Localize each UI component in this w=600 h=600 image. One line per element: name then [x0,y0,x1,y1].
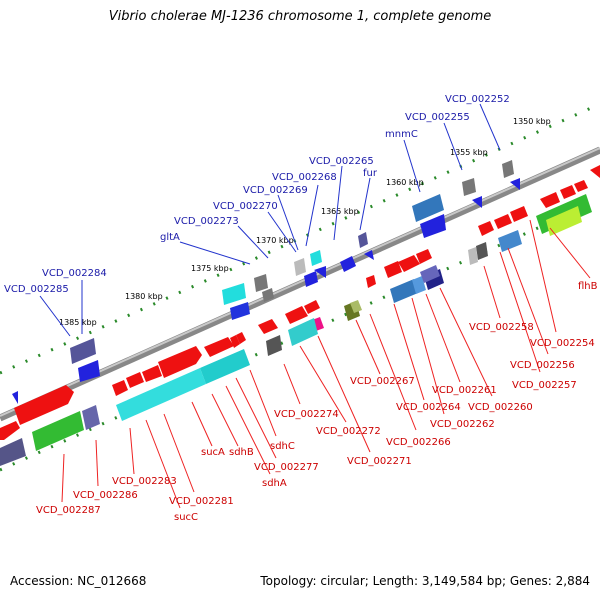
gene-label-sdhb: sdhB [229,447,254,458]
gene-label-vcd-002257: VCD_002257 [512,380,577,391]
gene-label-vcd-002277: VCD_002277 [254,462,319,473]
gene-label-sdha: sdhA [262,478,287,489]
outer-features [12,160,520,404]
gene-label-vcd-002274: VCD_002274 [274,409,339,420]
gene-label-vcd-002252: VCD_002252 [445,94,510,105]
gene-label-fur: fur [363,168,378,179]
backbone-highlight [0,147,600,417]
gene-label-vcd-002261: VCD_002261 [432,385,497,396]
gene-label-vcd-002285: VCD_002285 [4,284,69,295]
gene-label-suca: sucA [201,447,225,458]
gene-label-vcd-002269: VCD_002269 [243,185,308,196]
tick-label: 1350 kbp [513,117,551,126]
gene-label-vcd-002287: VCD_002287 [36,505,101,516]
map-title: Vibrio cholerae MJ-1236 chromosome 1, co… [108,9,492,24]
gene-label-vcd-002267: VCD_002267 [350,376,415,387]
tick-label: 1375 kbp [191,264,229,273]
gene-label-vcd-002284: VCD_002284 [42,268,107,279]
gene-label-vcd-002272: VCD_002272 [316,426,381,437]
gene-label-vcd-002254: VCD_002254 [530,338,595,349]
gene-label-vcd-002256: VCD_002256 [510,360,575,371]
tick-label: 1370 kbp [256,236,294,245]
gene-label-sdhc: sdhC [270,441,295,452]
gene-label-vcd-002260: VCD_002260 [468,402,533,413]
tick-label: 1385 kbp [59,318,97,327]
leaders-bottom [61,219,591,509]
accession-text: Accession: NC_012668 [10,574,147,588]
tick-label: 1380 kbp [125,292,163,301]
gene-label-vcd-002283: VCD_002283 [112,476,177,487]
tick-label: 1355 kbp [450,148,488,157]
gene-label-vcd-002262: VCD_002262 [430,419,495,430]
gene-label-vcd-002255: VCD_002255 [405,112,470,123]
gene-label-vcd-002258: VCD_002258 [469,322,534,333]
inner-bands [0,194,592,466]
gene-label-vcd-002271: VCD_002271 [347,456,412,467]
gene-label-vcd-002270: VCD_002270 [213,201,278,212]
gene-label-vcd-002266: VCD_002266 [386,437,451,448]
gene-label-flhb: flhB [578,281,598,292]
genome-summary: Topology: circular; Length: 3,149,584 bp… [260,574,590,588]
gene-labels-top: VCD_002252 VCD_002255 mnmC fur VCD_00226… [4,94,510,295]
tick-label: 1365 kbp [321,207,359,216]
tick-labels: 1350 kbp 1355 kbp 1360 kbp 1365 kbp 1370… [59,117,551,327]
gene-labels-bottom: flhB VCD_002254 VCD_002256 VCD_002257 VC… [36,281,598,523]
gene-label-vcd-002286: VCD_002286 [73,490,138,501]
gene-label-vcd-002273: VCD_002273 [174,216,239,227]
tick-label: 1360 kbp [386,178,424,187]
gene-label-mnmc: mnmC [385,129,418,140]
gene-label-vcd-002265: VCD_002265 [309,156,374,167]
gene-label-vcd-002264: VCD_002264 [396,402,461,413]
leaders-top [39,103,501,337]
genome-backbone [0,146,600,422]
gene-label-vcd-002281: VCD_002281 [169,496,234,507]
gene-label-succ: sucC [174,512,198,523]
forward-genes [0,165,600,440]
gene-label-glta: gltA [160,232,180,243]
gene-label-vcd-002268: VCD_002268 [272,172,337,183]
